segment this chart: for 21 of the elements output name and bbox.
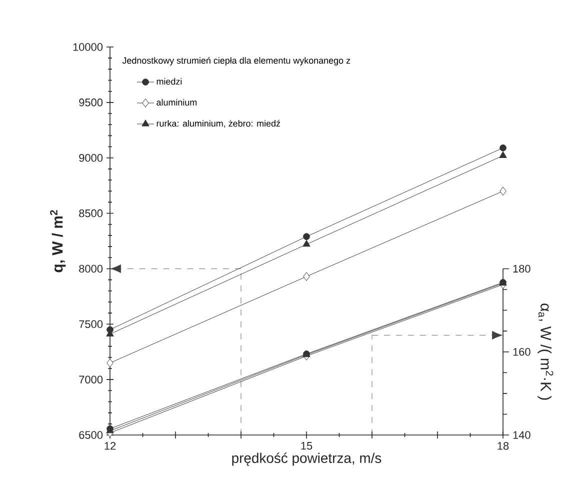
legend-label: aluminium (156, 98, 197, 106)
y-tick-label: 8000 (79, 264, 103, 273)
legend-title: Jednostkowy strumień ciepła dla elementu wykonanego z (122, 56, 350, 66)
y-tick-label: 9000 (79, 154, 103, 162)
x-tick-label: 12 (104, 442, 116, 450)
y-tick-label: 8500 (79, 209, 103, 218)
y-tick-label: 6500 (79, 431, 103, 439)
x-tick-label: 18 (498, 442, 509, 450)
y2-tick-label: 140 (513, 431, 530, 439)
y2-tick-label: 160 (513, 348, 530, 356)
y2-tick-label: 180 (513, 264, 530, 273)
x-axis-title: prędkość powietrza, m/s (232, 452, 382, 466)
y2-axis-title: α$_{a}$, W /( m$^{2}$·K ) (538, 304, 554, 400)
y-tick-label: 10000 (73, 43, 103, 51)
y-tick-label: 7000 (79, 376, 103, 384)
legend-label: miedzi (156, 78, 182, 85)
x-tick-label: 15 (301, 442, 312, 450)
y-tick-label: 9500 (79, 98, 103, 106)
legend-label: rurka: aluminium, żebro: miedź (156, 120, 280, 128)
y-tick-label: 7500 (79, 320, 103, 328)
y-axis-title: q, W / m$^{2}$ (50, 210, 66, 272)
